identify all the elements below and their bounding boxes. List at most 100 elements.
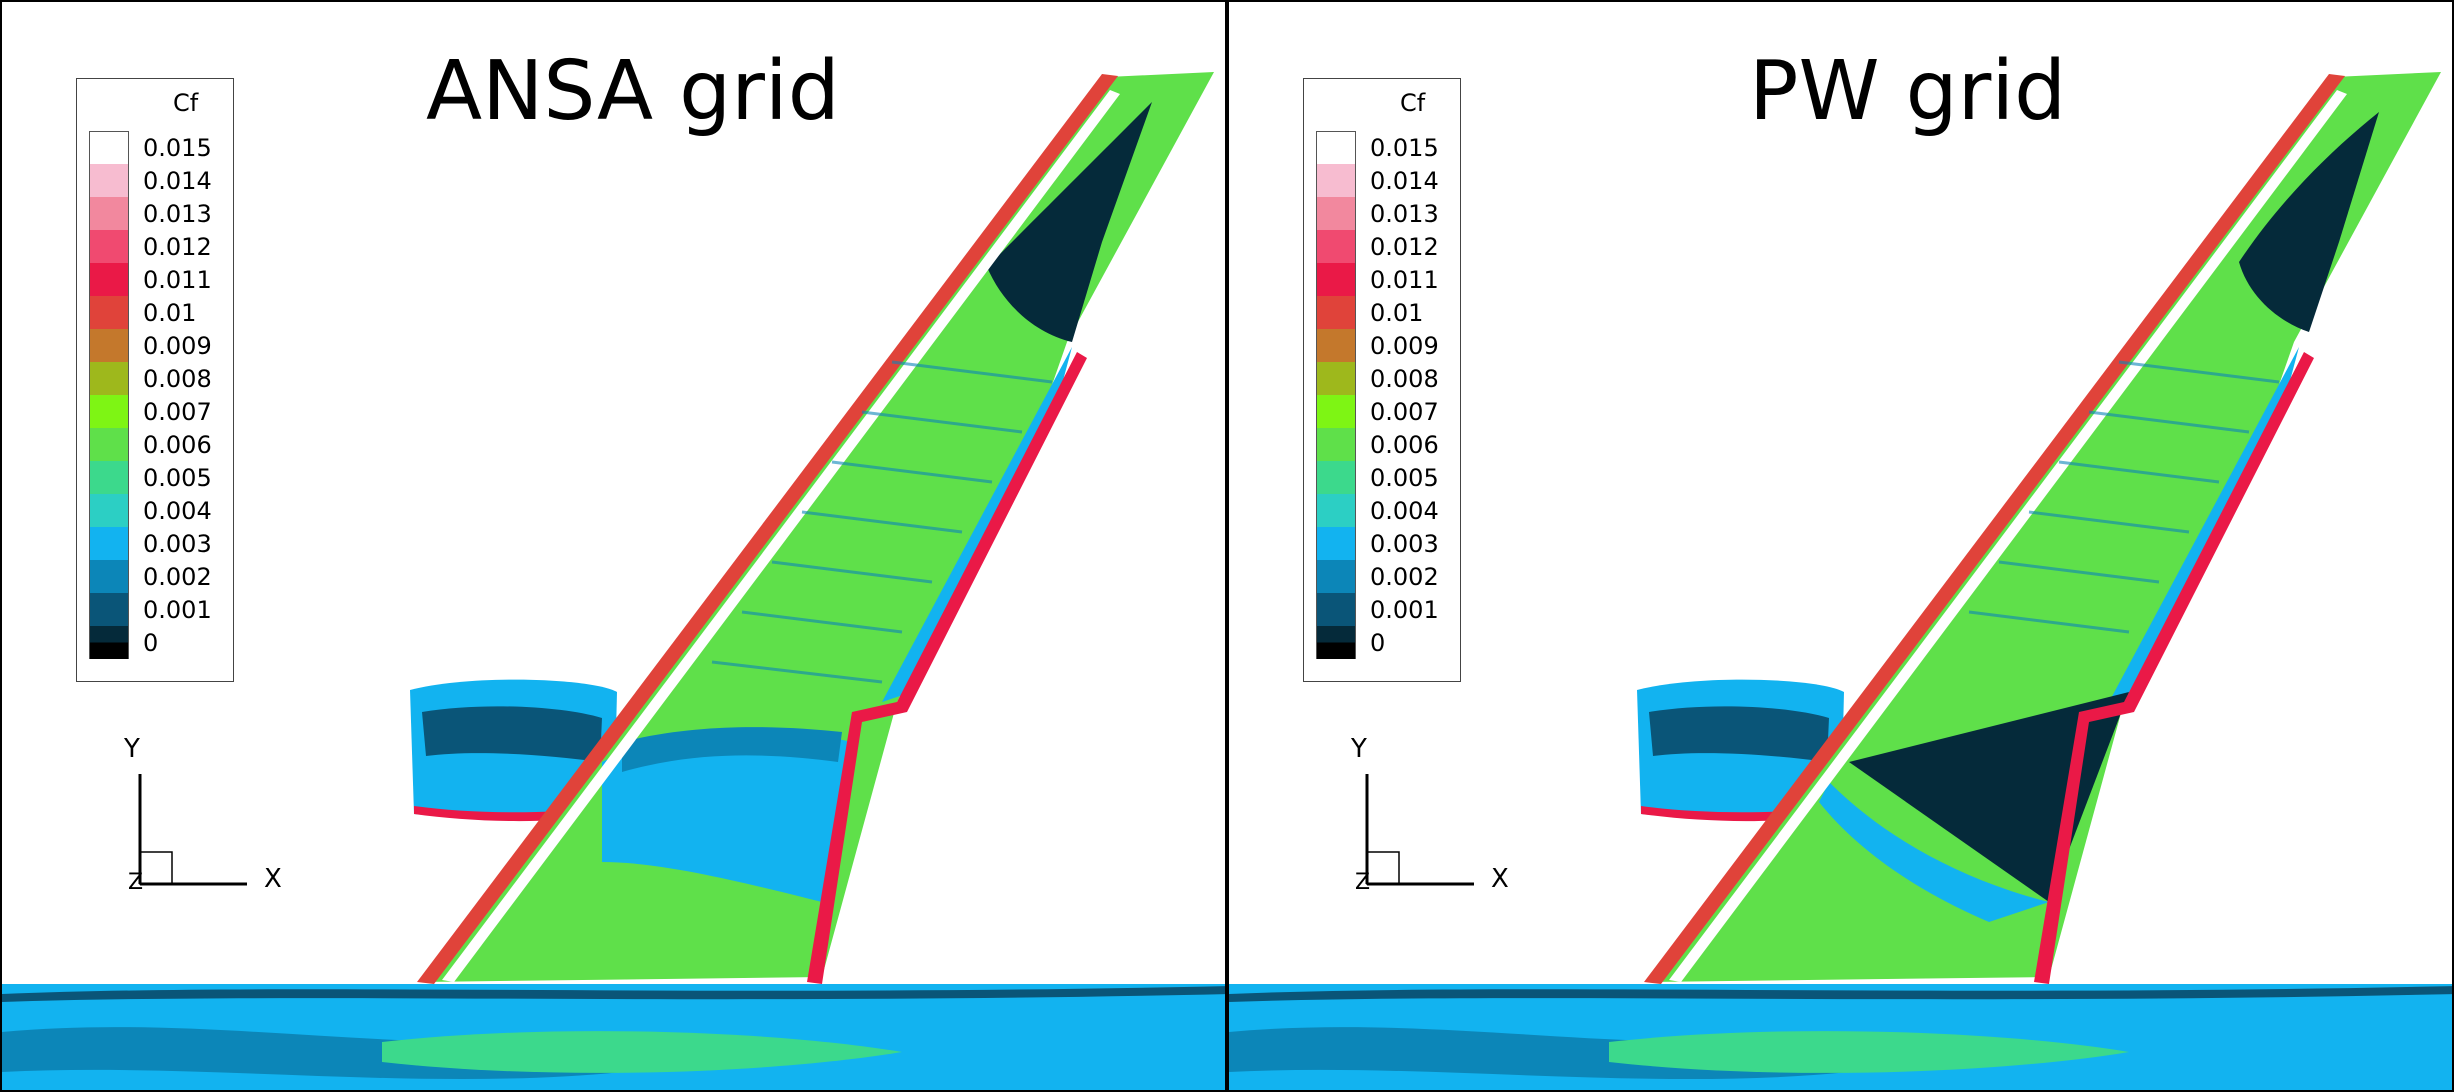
- legend-entry: 0.011: [1316, 263, 1456, 296]
- panel-pw-grid: PW grid Cf 0.015 0.014 0.013 0.012 0.011 0.01…: [1227, 0, 2454, 1092]
- legend-swatch: [1316, 296, 1356, 329]
- legend-label: 0.012: [143, 233, 212, 261]
- legend-entry: 0.013: [1316, 197, 1456, 230]
- legend-entry: 0: [1316, 626, 1456, 659]
- legend-label: 0.007: [143, 398, 212, 426]
- nacelle-shadow: [422, 706, 602, 762]
- wing-root-blue: [602, 728, 852, 902]
- wing-te-band: [2109, 347, 2299, 702]
- legend-label: 0.013: [1370, 200, 1439, 228]
- legend-label: 0.005: [1370, 464, 1439, 492]
- legend-entry: 0.009: [89, 329, 229, 362]
- legend-swatch: [89, 461, 129, 494]
- legend-label: 0.005: [143, 464, 212, 492]
- slat-gap: [442, 90, 1120, 982]
- legend-entry: 0.009: [1316, 329, 1456, 362]
- cf-legend: Cf 0.015 0.014 0.013 0.012 0.011 0.01 0.009 0.0…: [1303, 78, 1461, 682]
- legend-swatch: [1316, 428, 1356, 461]
- slat-gap: [1669, 90, 2347, 982]
- legend-label: 0.002: [1370, 563, 1439, 591]
- wing-te-band: [882, 347, 1072, 702]
- slat-leading-edge: [417, 74, 1118, 984]
- legend-label: 0.015: [1370, 134, 1439, 162]
- legend-label: 0.003: [143, 530, 212, 558]
- legend-swatch: [89, 296, 129, 329]
- legend-entry: 0.005: [89, 461, 229, 494]
- flow-streaks: [711, 360, 1053, 684]
- axis-x-label: X: [264, 864, 282, 894]
- legend-swatch: [1316, 362, 1356, 395]
- legend-swatch: [89, 362, 129, 395]
- legend-swatch: [89, 230, 129, 263]
- legend-swatch: [1316, 494, 1356, 527]
- legend-swatch: [1316, 560, 1356, 593]
- legend-label: 0.013: [143, 200, 212, 228]
- legend-label: 0.003: [1370, 530, 1439, 558]
- panel-title: PW grid: [1749, 44, 2067, 139]
- legend-swatch: [1316, 230, 1356, 263]
- legend-swatch: [89, 131, 129, 164]
- legend-entry: 0.004: [1316, 494, 1456, 527]
- fuselage-band-navy: [2, 986, 1225, 1002]
- legend-swatch: [89, 197, 129, 230]
- legend-entry: 0.015: [89, 131, 229, 164]
- flow-streaks: [1968, 360, 2280, 634]
- fuselage-band-green: [382, 1031, 902, 1073]
- axis-y-label: Y: [1351, 734, 1367, 764]
- fuselage-band-navy: [1229, 986, 2452, 1002]
- legend-swatch: [89, 527, 129, 560]
- legend-swatch: [1316, 461, 1356, 494]
- legend-label: 0.008: [1370, 365, 1439, 393]
- axis-z-label: Z: [128, 870, 144, 895]
- axis-triad: Y X Z: [1339, 734, 1519, 904]
- legend-label: 0.006: [1370, 431, 1439, 459]
- wing-root-blue: [1819, 782, 2049, 922]
- panel-title: ANSA grid: [426, 44, 840, 139]
- legend-label: 0.001: [143, 596, 212, 624]
- cf-contour-plot: [2, 72, 1225, 1090]
- legend-swatch: [89, 263, 129, 296]
- legend-swatch: [1316, 131, 1356, 164]
- legend-entry: 0.01: [89, 296, 229, 329]
- cf-legend: Cf 0.015 0.014 0.013 0.012 0.011 0.01 0.009 0.0…: [76, 78, 234, 682]
- legend-entry: 0.006: [89, 428, 229, 461]
- legend-entry: 0.004: [89, 494, 229, 527]
- axis-triad: Y X Z: [112, 734, 292, 904]
- legend-title: Cf: [1400, 89, 1426, 117]
- wing-root-dark: [622, 727, 842, 772]
- legend-swatch: [1316, 395, 1356, 428]
- legend-swatch: [1316, 593, 1356, 626]
- legend-swatch: [1316, 527, 1356, 560]
- legend-label: 0.001: [1370, 596, 1439, 624]
- axis-x-label: X: [1491, 864, 1509, 894]
- legend-entry: 0.012: [89, 230, 229, 263]
- legend-title: Cf: [173, 89, 199, 117]
- legend-swatch: [89, 560, 129, 593]
- legend-swatch: [1316, 626, 1356, 659]
- legend-label: 0.002: [143, 563, 212, 591]
- legend-entry: 0.005: [1316, 461, 1456, 494]
- legend-label: 0.006: [143, 431, 212, 459]
- wing-tip-separation: [2239, 112, 2379, 332]
- legend-entry: 0.01: [1316, 296, 1456, 329]
- legend-label: 0.008: [143, 365, 212, 393]
- legend-entry: 0.007: [1316, 395, 1456, 428]
- legend-label: 0.011: [143, 266, 212, 294]
- legend-entry: 0.003: [89, 527, 229, 560]
- cf-contour-plot: [1229, 72, 2452, 1090]
- legend-swatch: [89, 164, 129, 197]
- legend-entry: 0.003: [1316, 527, 1456, 560]
- legend-label: 0.009: [143, 332, 212, 360]
- wing-tip-separation: [987, 102, 1152, 342]
- legend-entry: 0.014: [1316, 164, 1456, 197]
- legend-entry: 0.001: [1316, 593, 1456, 626]
- legend-entry: 0.008: [1316, 362, 1456, 395]
- legend-label: 0.012: [1370, 233, 1439, 261]
- legend-swatch: [89, 428, 129, 461]
- legend-label: 0.014: [1370, 167, 1439, 195]
- legend-swatch: [89, 593, 129, 626]
- axis-y-label: Y: [124, 734, 140, 764]
- legend-entry: 0.001: [89, 593, 229, 626]
- legend-entry: 0.008: [89, 362, 229, 395]
- legend-swatch: [89, 395, 129, 428]
